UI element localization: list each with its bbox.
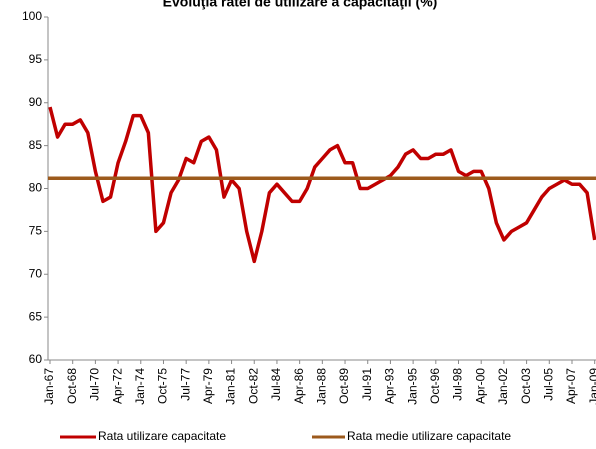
y-tick-label: 100 <box>22 9 42 23</box>
x-tick-label: Oct-03 <box>519 368 533 404</box>
x-tick-label: Jan-95 <box>405 368 419 405</box>
legend-label: Rata utilizare capacitate <box>98 429 226 443</box>
x-tick-label: Jul-84 <box>269 368 283 401</box>
x-tick-label: Apr-79 <box>201 368 215 404</box>
x-tick-label: Apr-00 <box>473 368 487 404</box>
x-tick-label: Oct-75 <box>156 368 170 404</box>
y-tick-label: 85 <box>29 138 43 152</box>
y-tick-label: 80 <box>29 181 43 195</box>
x-tick-label: Oct-68 <box>65 368 79 404</box>
x-tick-label: Jul-77 <box>178 368 192 401</box>
x-tick-label: Jan-88 <box>315 368 329 405</box>
x-tick-label: Apr-93 <box>383 368 397 404</box>
x-tick-label: Jan-81 <box>224 368 238 405</box>
y-tick-label: 75 <box>29 224 43 238</box>
x-tick-label: Jul-91 <box>360 368 374 401</box>
x-tick-label: Oct-82 <box>246 368 260 404</box>
x-tick-label: Oct-89 <box>337 368 351 404</box>
y-tick-label: 95 <box>29 52 43 66</box>
x-tick-label: Jul-70 <box>88 368 102 401</box>
x-tick-label: Jul-05 <box>541 368 555 401</box>
chart-title: Evoluţia ratei de utilizare a capacităţi… <box>163 0 438 10</box>
data-line <box>48 106 596 264</box>
y-tick-label: 70 <box>29 266 43 280</box>
legend-label: Rata medie utilizare capacitate <box>347 429 511 443</box>
x-tick-label: Oct-96 <box>428 368 442 404</box>
x-tick-label: Jan-09 <box>587 368 596 405</box>
x-tick-label: Apr-86 <box>292 368 306 404</box>
x-tick-label: Apr-07 <box>564 368 578 404</box>
y-tick-label: 60 <box>29 352 43 366</box>
x-tick-label: Jan-02 <box>496 368 510 405</box>
x-tick-label: Jan-67 <box>42 368 56 405</box>
y-tick-label: 65 <box>29 309 43 323</box>
y-tick-label: 90 <box>29 95 43 109</box>
x-tick-label: Jan-74 <box>133 368 147 405</box>
x-tick-label: Apr-72 <box>110 368 124 404</box>
x-tick-label: Jul-98 <box>451 368 465 401</box>
